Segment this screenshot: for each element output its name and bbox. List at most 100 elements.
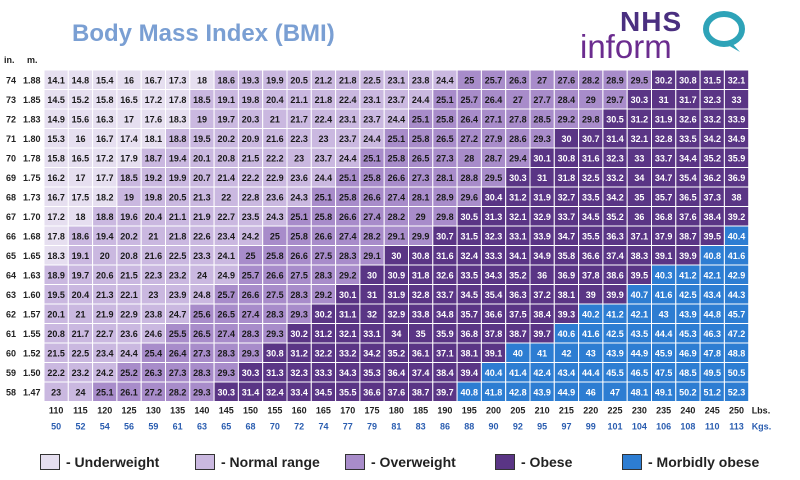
bmi-cell-value: 32.8 <box>412 290 430 300</box>
bmi-cell-value: 22.5 <box>72 348 90 358</box>
bmi-cell-value: 22.8 <box>242 192 260 202</box>
bmi-cell-value: 20.4 <box>72 290 90 300</box>
weight-lbs-label: 220 <box>583 406 598 416</box>
legend-label-normal: - Normal range <box>221 454 320 470</box>
bmi-cell-value: 33.2 <box>703 114 721 124</box>
bmi-cell-value: 18.7 <box>145 153 163 163</box>
bmi-cell-value: 28.3 <box>290 290 308 300</box>
bmi-cell-value: 19.9 <box>169 173 187 183</box>
bmi-cell-value: 19.3 <box>242 75 260 85</box>
bmi-cell-value: 29.2 <box>339 270 357 280</box>
bmi-cell-value: 42 <box>561 348 571 358</box>
legend-swatch-overweight <box>345 454 365 470</box>
weight-lbs-label: 185 <box>413 406 428 416</box>
bmi-cell-value: 27.4 <box>339 231 357 241</box>
bmi-cell-value: 32.1 <box>728 75 746 85</box>
legend-item-normal: - Normal range <box>195 454 320 470</box>
bmi-cell-value: 15.8 <box>96 95 114 105</box>
height-meters-label: 1.73 <box>23 192 41 202</box>
weight-lbs-label: 150 <box>243 406 258 416</box>
bmi-cell-value: 28.2 <box>388 212 406 222</box>
bmi-cell-value: 30.7 <box>582 134 600 144</box>
bmi-cell-value: 25 <box>270 231 280 241</box>
weight-lbs-label: 110 <box>49 406 64 416</box>
bmi-cell-value: 20.4 <box>145 212 163 222</box>
weight-lbs-label: 140 <box>194 406 209 416</box>
logo-nhs-text: NHS <box>620 6 683 37</box>
bmi-cell-value: 32.4 <box>460 251 478 261</box>
bmi-cell-value: 26.4 <box>460 114 478 124</box>
bmi-cell-value: 31.4 <box>606 134 624 144</box>
bmi-cell-value: 28 <box>464 153 474 163</box>
bmi-cell-value: 18 <box>197 75 207 85</box>
height-meters-label: 1.63 <box>23 270 41 280</box>
bmi-cell-value: 39.3 <box>558 309 576 319</box>
bmi-cell-value: 47.8 <box>703 348 721 358</box>
bmi-cell-value: 44.4 <box>582 368 600 378</box>
bmi-cell-value: 22.4 <box>339 95 357 105</box>
bmi-cell-value: 28.2 <box>363 231 381 241</box>
bmi-cell-value: 18.6 <box>217 75 235 85</box>
bmi-cell-value: 28.3 <box>193 368 211 378</box>
bmi-cell-value: 14.1 <box>47 75 65 85</box>
bmi-cell-value: 39 <box>586 290 596 300</box>
bmi-cell-value: 25.7 <box>485 75 503 85</box>
weight-kgs-label: 104 <box>632 422 647 432</box>
bmi-cell-value: 19.1 <box>217 95 235 105</box>
bmi-cell-value: 25.1 <box>96 387 114 397</box>
bmi-cell-value: 44.3 <box>728 290 746 300</box>
bmi-cell-value: 22.7 <box>217 212 235 222</box>
bmi-cell-value: 19.9 <box>266 75 284 85</box>
bmi-cell-value: 25 <box>464 75 474 85</box>
bmi-cell-value: 20.2 <box>120 231 138 241</box>
bmi-cell-value: 21.7 <box>72 329 90 339</box>
bmi-cell-value: 36.3 <box>606 231 624 241</box>
bmi-cell-value: 41.8 <box>485 387 503 397</box>
bmi-cell-value: 31.8 <box>558 173 576 183</box>
bmi-cell-value: 33.5 <box>679 134 697 144</box>
weight-lbs-label: 195 <box>462 406 477 416</box>
bmi-cell-value: 44.4 <box>655 329 673 339</box>
bmi-cell-value: 22.2 <box>242 173 260 183</box>
bmi-cell-value: 29.3 <box>193 387 211 397</box>
bmi-cell-value: 25.1 <box>436 95 454 105</box>
bmi-cell-value: 22 <box>221 192 231 202</box>
bmi-cell-value: 20.6 <box>96 270 114 280</box>
height-inches-label: 60 <box>6 348 16 358</box>
bmi-cell-value: 19.8 <box>242 95 260 105</box>
bmi-cell-value: 23.4 <box>96 348 114 358</box>
bmi-cell-value: 33 <box>634 153 644 163</box>
bmi-cell-value: 31.2 <box>290 348 308 358</box>
bmi-cell-value: 21.5 <box>242 153 260 163</box>
bmi-cell-value: 37.1 <box>436 348 454 358</box>
bmi-cell-value: 16.7 <box>145 75 163 85</box>
bmi-cell-value: 34.5 <box>582 212 600 222</box>
bmi-cell-value: 30 <box>561 134 571 144</box>
bmi-cell-value: 28.3 <box>217 348 235 358</box>
bmi-cell-value: 40.8 <box>460 387 478 397</box>
bmi-cell-value: 25.2 <box>120 368 138 378</box>
bmi-cell-value: 28.8 <box>460 173 478 183</box>
bmi-cell-value: 36.6 <box>485 309 503 319</box>
bmi-cell-value: 38.3 <box>631 251 649 261</box>
bmi-cell-value: 43.5 <box>631 329 649 339</box>
bmi-cell-value: 20.8 <box>120 251 138 261</box>
bmi-cell-value: 30.8 <box>558 153 576 163</box>
bmi-cell-value: 22.3 <box>145 270 163 280</box>
bmi-cell-value: 26.6 <box>315 231 333 241</box>
bmi-cell-value: 20.5 <box>290 75 308 85</box>
bmi-cell-value: 24.4 <box>363 134 381 144</box>
bmi-cell-value: 25.8 <box>290 231 308 241</box>
weight-kgs-label: 56 <box>124 422 134 432</box>
bmi-cell-value: 40.4 <box>485 368 503 378</box>
bmi-cell-value: 24.4 <box>315 173 333 183</box>
bmi-cell-value: 17.8 <box>169 95 187 105</box>
bmi-cell-value: 26.3 <box>509 75 527 85</box>
weight-kgs-label: 81 <box>391 422 401 432</box>
bmi-cell-value: 35.2 <box>388 348 406 358</box>
bmi-cell-value: 37.9 <box>655 231 673 241</box>
bmi-cell-value: 34.3 <box>485 270 503 280</box>
weight-kgs-label: 95 <box>537 422 547 432</box>
weight-kgs-label: 63 <box>197 422 207 432</box>
bmi-cell-value: 26.6 <box>290 251 308 261</box>
